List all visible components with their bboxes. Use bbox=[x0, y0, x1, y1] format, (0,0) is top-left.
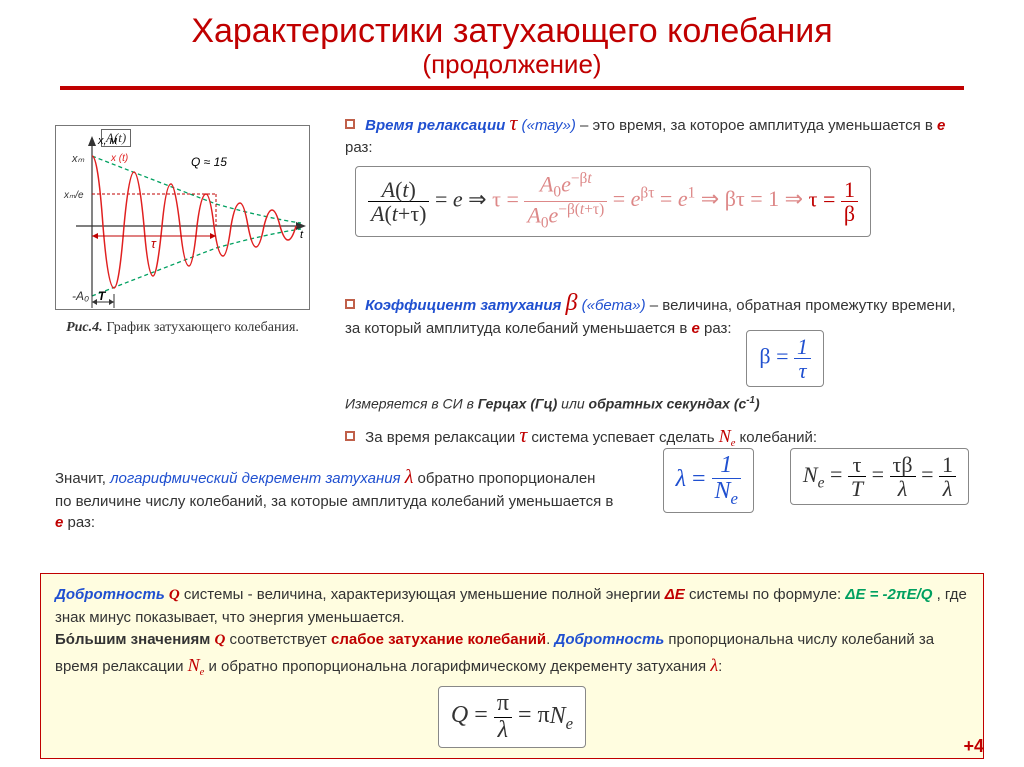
q-t2: системы по формуле: bbox=[685, 586, 846, 603]
relaxation-block: Время релаксации τ («тау») – это время, … bbox=[345, 108, 969, 158]
measure-mid: или bbox=[557, 396, 588, 412]
page-number: +4 bbox=[963, 736, 984, 757]
ne-tail: колебаний: bbox=[735, 429, 817, 446]
relaxation-equation: A(t)A(t+τ) = e ⇒ τ = A0e−βtA0e−β(t+τ) = … bbox=[355, 166, 969, 237]
logdec-link: логарифмический декремент затухания bbox=[110, 470, 405, 487]
relax-text: – это время, за которое амплитуда уменьш… bbox=[580, 117, 937, 134]
q-t1: системы - величина, характеризующая умен… bbox=[180, 586, 665, 603]
q-colon: : bbox=[718, 658, 722, 675]
beta-title: Коэффициент затухания bbox=[365, 297, 561, 314]
beta-symbol: β bbox=[566, 290, 578, 316]
ne-mid: система успевает сделать bbox=[527, 429, 718, 446]
measure-sup: -1 bbox=[746, 395, 755, 406]
q-symbol: Q bbox=[169, 587, 180, 603]
q-t4: Бо́льшим значениям bbox=[55, 631, 215, 648]
bullet-icon bbox=[345, 431, 355, 441]
relax-e: е bbox=[937, 117, 945, 134]
q-symbol2: Q bbox=[215, 632, 226, 648]
q-equation: Q = πλ = πNe bbox=[438, 686, 586, 747]
q-t5: соответствует bbox=[225, 631, 331, 648]
q-word2: Добротность bbox=[555, 631, 669, 648]
measure-pre: Измеряется в СИ в bbox=[345, 396, 478, 412]
bullet-icon bbox=[345, 119, 355, 129]
q-factor-box: Добротность Q системы - величина, характ… bbox=[40, 573, 984, 759]
q-dE: ΔE bbox=[665, 586, 685, 603]
relax-title: Время релаксации bbox=[365, 117, 505, 134]
lambda-equation: λ = 1Ne bbox=[663, 448, 754, 513]
measure-hz: Герцах (Гц) bbox=[478, 396, 558, 412]
relax-tail: раз: bbox=[345, 139, 373, 156]
q-word: Добротность bbox=[55, 586, 169, 603]
ne-line: За время релаксации τ система успевает с… bbox=[345, 420, 969, 451]
logdec-tail: раз: bbox=[63, 514, 95, 531]
measure-sec: обратных секундах (с bbox=[589, 396, 747, 412]
log-dec-block: Значит, логарифмический декремент затуха… bbox=[55, 463, 615, 533]
beta-equation: β = 1τ bbox=[746, 330, 824, 387]
beta-e: е bbox=[691, 320, 699, 337]
measure-line: Измеряется в СИ в Герцах (Гц) или обратн… bbox=[345, 395, 969, 412]
tau-symbol: τ bbox=[509, 110, 517, 135]
q-t7: и обратно пропорциональна логарифмическо… bbox=[204, 658, 710, 675]
page-title: Характеристики затухающего колебания bbox=[0, 0, 1024, 51]
ne-N: N bbox=[719, 426, 731, 446]
q-weak: слабое затухание колебаний bbox=[331, 631, 546, 648]
q-formula: ΔE = -2πE/Q bbox=[845, 586, 932, 603]
q-dot: . bbox=[546, 631, 554, 648]
q-Ne: N bbox=[188, 655, 200, 675]
tau-name: («тау») bbox=[522, 117, 576, 134]
page-subtitle: (продолжение) bbox=[0, 49, 1024, 80]
logdec-pre: Значит, bbox=[55, 470, 110, 487]
q-lambda: λ bbox=[710, 655, 718, 675]
ne-pre: За время релаксации bbox=[365, 429, 519, 446]
measure-tail: ) bbox=[755, 396, 760, 412]
beta-block: Коэффициент затухания β («бета») – велич… bbox=[345, 287, 969, 340]
beta-text2: раз: bbox=[700, 320, 732, 337]
beta-name: («бета») bbox=[582, 297, 646, 314]
bullet-icon bbox=[345, 299, 355, 309]
ne-equation: Ne = τT = τβλ = 1λ bbox=[790, 448, 969, 505]
